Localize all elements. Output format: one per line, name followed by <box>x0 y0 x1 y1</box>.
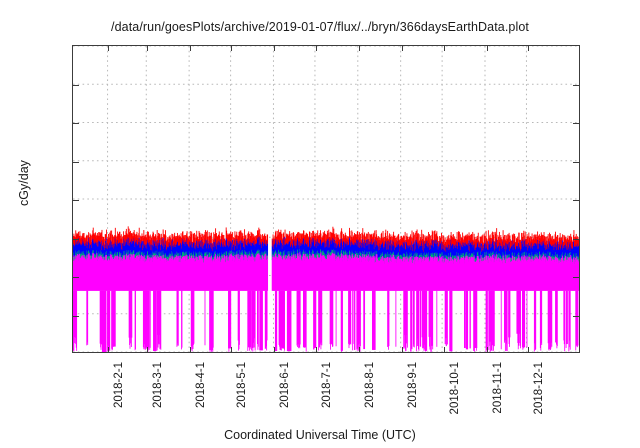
x-tick-mark <box>528 347 530 352</box>
x-tick-label: 2018-9-1 <box>406 362 419 409</box>
x-tick-label: 2018-12-1 <box>533 362 546 415</box>
x-tick-label: 2018-3-1 <box>151 362 164 409</box>
y-tick-mark <box>73 84 79 86</box>
x-tick-mark <box>189 347 191 352</box>
x-tick-label: 2018-2-1 <box>112 362 125 409</box>
y-tick-mark <box>573 123 579 124</box>
x-tick-mark <box>358 347 360 352</box>
x-tick-mark <box>486 46 488 51</box>
x-tick-mark <box>443 347 445 352</box>
x-tick-mark <box>401 46 403 51</box>
x-tick-mark <box>107 46 109 51</box>
y-tick-mark <box>573 200 579 201</box>
chart-title: /data/run/goesPlots/archive/2019-01-07/f… <box>111 20 529 34</box>
x-tick-label: 2018-8-1 <box>363 362 376 409</box>
x-tick-mark <box>231 347 233 352</box>
x-tick-mark <box>189 46 191 51</box>
x-tick-mark <box>315 46 317 51</box>
y-tick-mark <box>73 277 79 278</box>
x-tick-mark <box>146 347 148 352</box>
y-tick-mark <box>573 238 579 240</box>
x-tick-label: 2018-5-1 <box>236 362 249 409</box>
x-tick-mark <box>107 347 109 352</box>
y-tick-mark <box>73 200 79 201</box>
y-tick-mark <box>573 277 579 278</box>
x-tick-mark <box>358 46 360 51</box>
x-tick-mark <box>274 347 276 352</box>
x-tick-label: 2018-7-1 <box>320 362 333 409</box>
x-tick-mark <box>231 46 233 51</box>
x-axis-title: Coordinated Universal Time (UTC) <box>224 428 416 442</box>
y-tick-mark <box>573 161 579 163</box>
x-tick-label: 2018-6-1 <box>279 362 292 409</box>
y-tick-mark <box>73 123 79 124</box>
y-tick-mark <box>73 161 79 163</box>
x-tick-label: 2018-4-1 <box>194 362 207 409</box>
x-tick-mark <box>443 46 445 51</box>
y-tick-mark <box>573 315 579 317</box>
x-tick-mark <box>528 46 530 51</box>
data-series-layer <box>73 226 579 352</box>
x-tick-mark <box>401 347 403 352</box>
x-tick-label: 2018-11-1 <box>491 362 504 414</box>
y-tick-mark <box>73 315 79 317</box>
y-axis-title: cGy/day <box>17 160 31 206</box>
x-tick-label: 2018-10-1 <box>448 362 461 415</box>
x-tick-mark <box>486 347 488 352</box>
x-tick-mark <box>274 46 276 51</box>
plot-area <box>72 45 580 353</box>
y-tick-mark <box>573 84 579 86</box>
x-tick-mark <box>315 347 317 352</box>
y-tick-mark <box>73 238 79 240</box>
x-tick-mark <box>146 46 148 51</box>
